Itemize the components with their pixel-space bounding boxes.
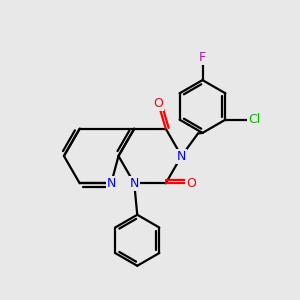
Text: N: N [177, 149, 186, 163]
Text: N: N [130, 177, 139, 190]
Text: O: O [153, 97, 163, 110]
Text: O: O [186, 177, 196, 190]
Text: Cl: Cl [248, 113, 261, 126]
Text: N: N [106, 177, 116, 190]
Text: F: F [199, 51, 206, 64]
